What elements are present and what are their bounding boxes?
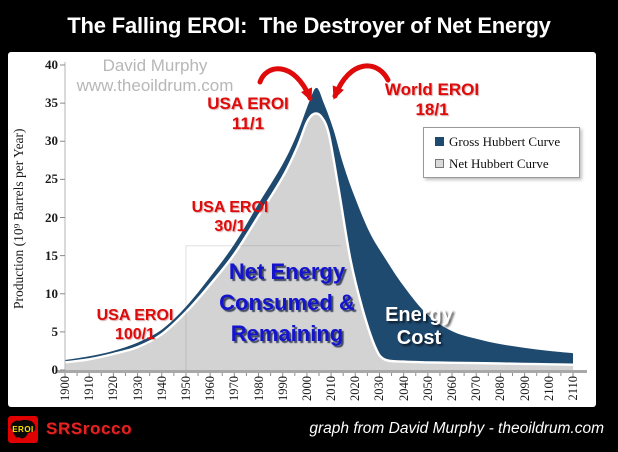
annotation-usa-eroi-11: USA EROI 11/1 [207, 94, 289, 133]
annotation-net-energy: Net Energy Consumed & Remaining [219, 259, 355, 346]
annotation-world-eroi-18: World EROI 18/1 [384, 80, 480, 119]
legend-item-gross: Gross Hubbert Curve [435, 134, 579, 150]
y-tick-label: 40 [45, 57, 58, 72]
red-arrows [257, 63, 391, 102]
chart-panel: Production (10⁹ Barrels per Year) 0 5 10 15… [8, 52, 596, 407]
legend-label-net: Net Hubbert Curve [449, 155, 549, 171]
legend-item-net: Net Hubbert Curve [435, 156, 579, 172]
srsrocco-logo: EROI [8, 416, 38, 443]
logo-text: EROI [12, 425, 34, 434]
y-tick-label: 15 [45, 247, 58, 263]
y-tick-label: 10 [45, 285, 58, 301]
legend-label-gross: Gross Hubbert Curve [449, 133, 561, 149]
arrow-world-eroi-18-icon [332, 63, 391, 100]
gross-curve-swatch-icon [435, 137, 444, 146]
annotation-energy-cost: Energy Cost [385, 304, 453, 349]
hubbert-curves-plot [57, 62, 587, 378]
watermark-author: David Murphy [102, 56, 208, 75]
footer-bar: EROI SRSrocco graph from David Murphy - … [0, 407, 618, 452]
watermark-url: www.theoildrum.com [76, 76, 234, 95]
annotation-usa-eroi-100: USA EROI 100/1 [96, 307, 174, 343]
page-title: The Falling EROI: The Destroyer of Net E… [67, 13, 551, 38]
y-tick-label: 5 [51, 323, 59, 339]
legend: Gross Hubbert Curve Net Hubbert Curve [423, 127, 580, 178]
usa-map-icon [10, 419, 36, 439]
brand-name: SRSrocco [46, 419, 133, 438]
y-tick-label: 35 [45, 95, 58, 111]
y-tick-label: 20 [45, 209, 58, 225]
net-curve-swatch-icon [435, 159, 444, 168]
y-tick-label: 30 [45, 133, 58, 149]
credit-text: graph from David Murphy - theoildrum.com [309, 420, 604, 437]
arrow-usa-eroi-11-icon [257, 66, 313, 102]
watermark: David Murphy www.theoildrum.com [65, 56, 245, 96]
y-tick-label: 0 [51, 362, 59, 377]
annotation-usa-eroi-30: USA EROI 30/1 [191, 199, 269, 235]
y-tick-label: 25 [45, 171, 58, 187]
